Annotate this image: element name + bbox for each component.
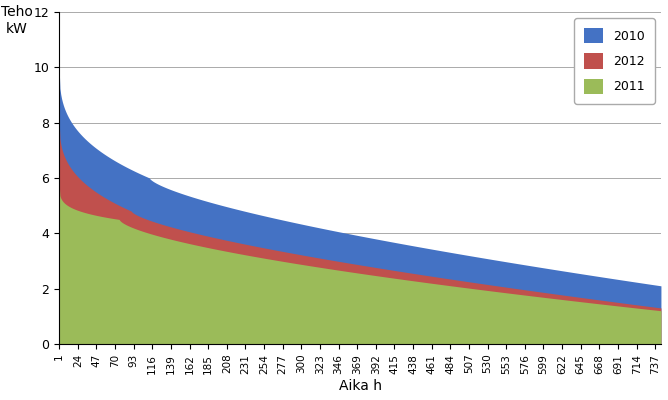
X-axis label: Aika h: Aika h [339,379,381,393]
Legend: 2010, 2012, 2011: 2010, 2012, 2011 [574,18,655,104]
Y-axis label: Teho
kW: Teho kW [1,5,33,36]
